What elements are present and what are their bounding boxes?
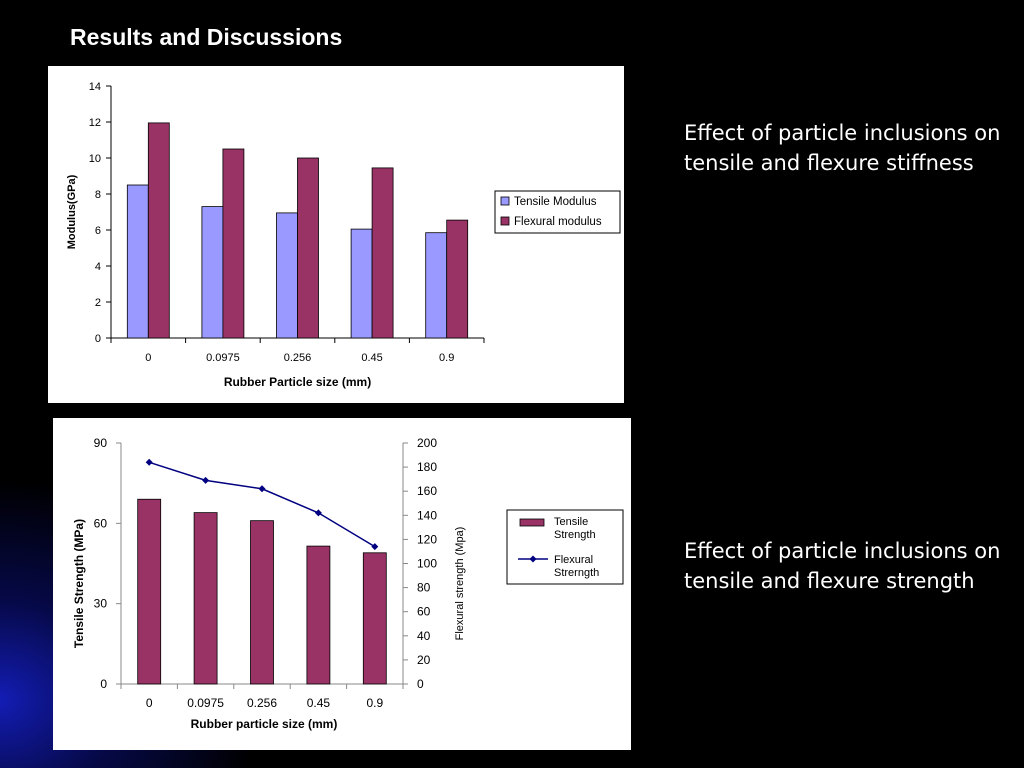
bar bbox=[362, 552, 387, 685]
bar bbox=[193, 512, 218, 685]
y-tick-label: 0 bbox=[95, 333, 101, 345]
x-tick-label: 0.0975 bbox=[187, 696, 224, 710]
x-tick-label: 0.9 bbox=[366, 696, 383, 710]
legend-label-line1: Flexural bbox=[554, 554, 593, 566]
y2-tick-label: 20 bbox=[417, 653, 431, 667]
y2-tick-label: 180 bbox=[417, 460, 437, 474]
bar bbox=[137, 498, 162, 685]
y-tick-label: 12 bbox=[89, 117, 101, 129]
y-tick-label: 10 bbox=[89, 153, 101, 165]
legend-label-line2: Strerngth bbox=[554, 567, 599, 579]
bar bbox=[276, 212, 298, 339]
bar bbox=[425, 232, 448, 339]
y-axis-title: Modulus(GPa) bbox=[66, 174, 78, 249]
x-axis-title: Rubber Particle size (mm) bbox=[224, 375, 371, 389]
bar bbox=[222, 148, 245, 339]
line-marker bbox=[258, 485, 266, 493]
legend-label: Tensile Modulus bbox=[514, 196, 597, 208]
x-tick-label: 0.0975 bbox=[206, 352, 240, 364]
y-tick-label: 6 bbox=[95, 225, 101, 237]
legend-swatch bbox=[519, 518, 545, 527]
line-marker bbox=[202, 476, 210, 484]
bar bbox=[446, 219, 469, 339]
slide-title: Results and Discussions bbox=[70, 24, 343, 50]
y2-tick-label: 120 bbox=[417, 532, 437, 546]
bar bbox=[371, 167, 394, 339]
bar bbox=[147, 122, 170, 339]
x-axis-title: Rubber particle size (mm) bbox=[191, 717, 338, 731]
y2-tick-label: 0 bbox=[417, 677, 424, 691]
y2-tick-label: 60 bbox=[417, 605, 431, 619]
bar bbox=[126, 184, 149, 339]
y2-tick-label: 140 bbox=[417, 508, 437, 522]
y-tick-label: 60 bbox=[94, 516, 108, 530]
legend-marker bbox=[529, 555, 537, 563]
y-tick-label: 2 bbox=[95, 297, 101, 309]
x-tick-label: 0 bbox=[146, 696, 153, 710]
legend-box bbox=[494, 190, 621, 234]
y2-tick-label: 100 bbox=[417, 557, 437, 571]
y-tick-label: 8 bbox=[95, 189, 101, 201]
y-axis-title: Tensile Strength (MPa) bbox=[72, 519, 86, 648]
x-tick-label: 0.45 bbox=[307, 696, 331, 710]
bar bbox=[297, 157, 319, 339]
y2-tick-label: 160 bbox=[417, 484, 437, 498]
y2-tick-label: 200 bbox=[417, 436, 437, 450]
y2-tick-label: 80 bbox=[417, 581, 431, 595]
y2-tick-label: 40 bbox=[417, 629, 431, 643]
y-tick-label: 90 bbox=[94, 436, 108, 450]
line-marker bbox=[371, 543, 379, 551]
bar bbox=[250, 520, 274, 685]
strength-chart-panel: 0 30 60 90 0 20 40 60 80 100 120 140 160 180 200 0 0.097… bbox=[53, 418, 631, 750]
x-tick-label: 0.45 bbox=[361, 352, 382, 364]
stiffness-caption: Effect of particle inclusions on tensile… bbox=[684, 121, 1001, 175]
legend-swatch bbox=[500, 196, 510, 206]
bar bbox=[201, 206, 224, 339]
strength-caption: Effect of particle inclusions on tensile… bbox=[684, 539, 1001, 593]
bar bbox=[306, 545, 331, 685]
line-marker bbox=[145, 458, 153, 466]
y2-axis-title: Flexural strength (Mpa) bbox=[454, 527, 466, 641]
y-tick-label: 30 bbox=[94, 597, 108, 611]
y-tick-label: 0 bbox=[100, 677, 107, 691]
x-tick-label: 0.256 bbox=[284, 352, 312, 364]
modulus-chart-panel: 0 2 4 6 8 10 12 14 0 0.0975 0.256 0.45 0.9 Rubber Par… bbox=[48, 66, 624, 403]
line-marker bbox=[314, 509, 322, 517]
y-tick-label: 4 bbox=[95, 261, 101, 273]
bar bbox=[350, 228, 373, 339]
strength-chart: 0 30 60 90 0 20 40 60 80 100 120 140 160 180 200 0 0.097… bbox=[72, 436, 624, 731]
legend-swatch bbox=[500, 216, 510, 226]
x-tick-label: 0.9 bbox=[439, 352, 454, 364]
legend-label-line1: Tensile bbox=[554, 516, 588, 528]
x-tick-label: 0.256 bbox=[247, 696, 277, 710]
y-tick-label: 14 bbox=[89, 81, 101, 93]
x-tick-label: 0 bbox=[145, 352, 151, 364]
legend-label: Flexural modulus bbox=[514, 216, 602, 228]
modulus-chart: 0 2 4 6 8 10 12 14 0 0.0975 0.256 0.45 0.9 Rubber Par… bbox=[66, 81, 621, 389]
legend-label-line2: Strength bbox=[554, 529, 596, 541]
